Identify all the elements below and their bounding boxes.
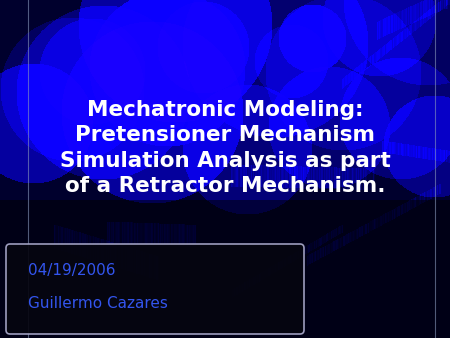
Text: Mechatronic Modeling:
Pretensioner Mechanism
Simulation Analysis as part
of a Re: Mechatronic Modeling: Pretensioner Mecha… <box>59 100 391 196</box>
FancyBboxPatch shape <box>6 244 304 334</box>
Text: 04/19/2006: 04/19/2006 <box>28 263 116 277</box>
Text: Guillermo Cazares: Guillermo Cazares <box>28 296 168 312</box>
